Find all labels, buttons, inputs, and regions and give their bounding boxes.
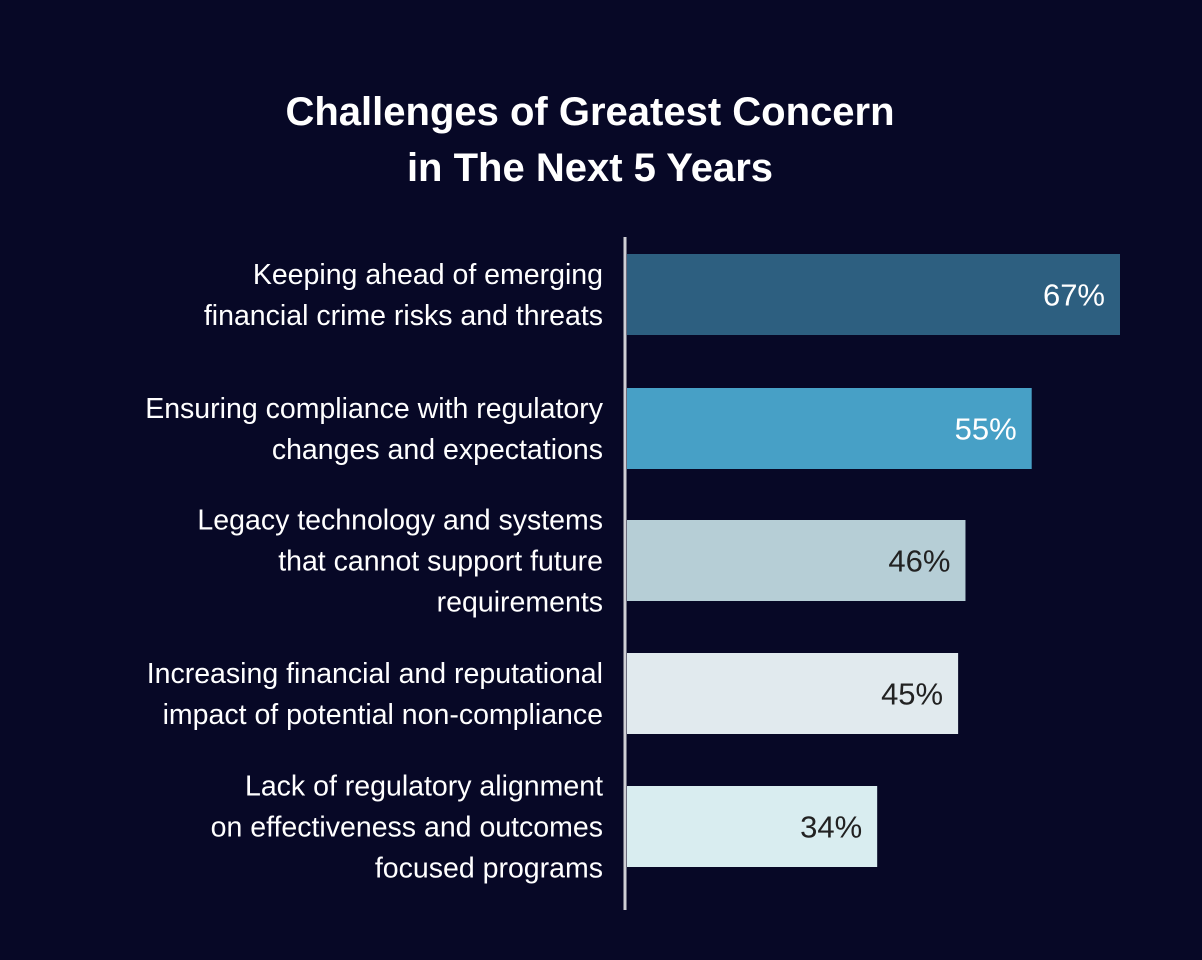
category-label: impact of potential non-compliance [163,699,603,731]
data-label: 45% [881,677,943,712]
data-label: 34% [800,810,862,845]
chart-title-line-1: Challenges of Greatest Concern [285,90,895,134]
chart-title: Challenges of Greatest Concern in The Ne… [0,84,1180,196]
bar-group: 46% Legacy technology and systems that can… [197,505,966,619]
bar [627,254,1120,335]
category-label: on effectiveness and outcomes [211,812,603,844]
bar-group: 45% Increasing financial and reputational… [147,653,959,734]
data-label: 55% [955,412,1017,447]
bar [627,388,1032,469]
bar-group: 67% Keeping ahead of emerging financial cr… [204,254,1120,335]
category-label: that cannot support future [278,546,603,578]
category-label: Increasing financial and reputational [147,658,603,690]
chart-title-line-2: in The Next 5 Years [406,146,774,190]
category-label: Legacy technology and systems [197,505,603,537]
bar [627,520,966,601]
category-label: Keeping ahead of emerging [253,259,603,291]
category-label: changes and expectations [272,434,603,466]
bar [627,786,878,867]
category-label: Ensuring compliance with regulatory [145,393,604,425]
data-label: 67% [1043,278,1105,313]
bar-group: 34% Lack of regulatory alignment on effect… [211,771,878,885]
bar-group: 55% Ensuring compliance with regulatory ch… [145,388,1032,469]
category-label: focused programs [375,853,603,885]
category-label: Lack of regulatory alignment [245,771,603,803]
data-label: 46% [888,544,950,579]
category-label: requirements [437,587,603,619]
bar [627,653,959,734]
category-label: financial crime risks and threats [204,300,603,332]
